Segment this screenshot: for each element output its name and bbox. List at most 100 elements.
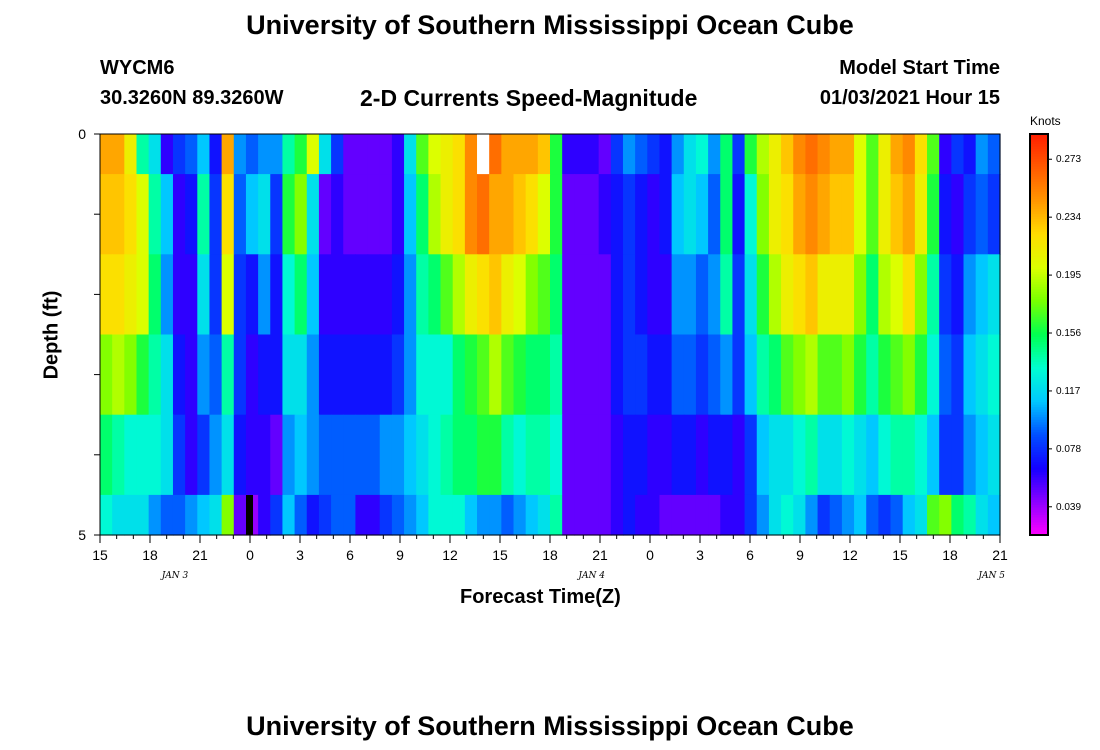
heatmap-cell: [464, 334, 478, 416]
colorbar-band: [1030, 437, 1048, 441]
heatmap-cell: [428, 174, 442, 255]
heatmap-cell: [914, 174, 928, 255]
heatmap-cell: [306, 254, 320, 336]
heatmap-cell: [416, 334, 429, 416]
heatmap-cell: [440, 254, 454, 336]
x-axis-title: Forecast Time(Z): [460, 586, 621, 608]
colorbar-band: [1030, 452, 1048, 456]
heatmap-cell: [829, 134, 843, 175]
heatmap-cell: [124, 254, 138, 336]
heatmap-cell: [598, 494, 612, 536]
heatmap-cell: [866, 134, 879, 175]
heatmap-cell: [732, 254, 746, 336]
heatmap-cell: [258, 334, 271, 416]
heatmap-cell: [598, 254, 612, 336]
heatmap-cell: [197, 254, 211, 336]
heatmap-cell: [136, 414, 150, 496]
heatmap-cell: [148, 414, 162, 496]
heatmap-cell: [270, 494, 284, 536]
heatmap-cell: [282, 494, 296, 536]
heatmap-cell: [440, 134, 454, 175]
heatmap-cell: [501, 134, 515, 175]
heatmap-cell: [671, 254, 685, 336]
heatmap-cell: [939, 414, 952, 496]
heatmap-cell: [245, 414, 259, 496]
heatmap-cell: [355, 134, 369, 175]
colorbar-band: [1030, 359, 1048, 363]
heatmap-cell: [172, 254, 186, 336]
heatmap-cell: [939, 174, 952, 255]
heatmap-cell: [890, 254, 904, 336]
heatmap-cell: [452, 134, 466, 175]
colorbar-band: [1030, 276, 1048, 280]
heatmap-cell: [136, 254, 150, 336]
heatmap-cell: [817, 414, 831, 496]
colorbar-band: [1030, 151, 1048, 155]
heatmap-cell: [756, 494, 770, 536]
colorbar-band: [1030, 331, 1048, 336]
heatmap-cell: [659, 494, 673, 536]
heatmap-cell: [598, 134, 612, 175]
colorbar-band: [1030, 214, 1048, 218]
x-tick-label: 15: [92, 547, 108, 563]
heatmap-cell: [477, 334, 490, 416]
heatmap-cell: [489, 334, 502, 416]
colorbar-band: [1030, 234, 1048, 238]
colorbar-band: [1030, 236, 1048, 240]
heatmap-cell: [744, 134, 758, 175]
heatmap-cell: [586, 174, 600, 255]
colorbar-tick-label: 0.195: [1056, 270, 1081, 281]
heatmap-cell: [963, 174, 977, 255]
heatmap-cell: [744, 174, 758, 255]
heatmap-cell: [890, 174, 904, 255]
colorbar-band: [1030, 484, 1048, 488]
heatmap-cell: [343, 334, 356, 416]
colorbar-band: [1030, 301, 1048, 306]
colorbar-band: [1030, 329, 1048, 333]
heatmap-cell: [659, 334, 673, 416]
heatmap-cell: [732, 414, 746, 496]
x-tick-label: 0: [646, 547, 654, 563]
heatmap-cell: [367, 254, 381, 336]
colorbar-band: [1030, 264, 1048, 268]
heatmap-cell: [720, 494, 734, 536]
colorbar-band: [1030, 204, 1048, 208]
heatmap-cell: [477, 494, 490, 536]
heatmap-cell: [331, 174, 344, 255]
heatmap-cell: [817, 334, 831, 416]
heatmap-cell: [683, 494, 697, 536]
heatmap-cell: [622, 174, 636, 255]
colorbar-band: [1030, 364, 1048, 368]
heatmap-cell: [367, 134, 381, 175]
heatmap-cell: [185, 174, 198, 255]
colorbar-band: [1030, 254, 1048, 258]
heatmap-cell: [975, 334, 989, 416]
heatmap-cell: [768, 174, 782, 255]
colorbar-band: [1030, 429, 1048, 433]
heatmap-cell: [562, 134, 575, 175]
colorbar-band: [1030, 432, 1048, 436]
heatmap-cell: [841, 414, 855, 496]
heatmap-cell: [744, 254, 758, 336]
heatmap-cell: [489, 254, 502, 336]
colorbar-tick-label: 0.078: [1056, 444, 1081, 455]
colorbar-band: [1030, 289, 1048, 293]
heatmap-cell: [683, 174, 697, 255]
colorbar-band: [1030, 294, 1048, 298]
colorbar-band: [1030, 271, 1048, 275]
heatmap-cell: [294, 334, 308, 416]
heatmap-cell: [562, 414, 575, 496]
colorbar-band: [1030, 354, 1048, 358]
heatmap-cell: [464, 134, 478, 175]
colorbar-tick-label: 0.234: [1056, 212, 1081, 223]
heatmap-cell: [440, 494, 454, 536]
heatmap-cell: [464, 414, 478, 496]
colorbar-band: [1030, 286, 1048, 290]
colorbar-band: [1030, 442, 1048, 446]
x-tick-label: 6: [346, 547, 354, 563]
colorbar-band: [1030, 514, 1048, 519]
heatmap-cell: [781, 174, 794, 255]
heatmap-cell: [100, 414, 113, 496]
heatmap-cell: [172, 134, 186, 175]
colorbar-band: [1030, 502, 1048, 506]
